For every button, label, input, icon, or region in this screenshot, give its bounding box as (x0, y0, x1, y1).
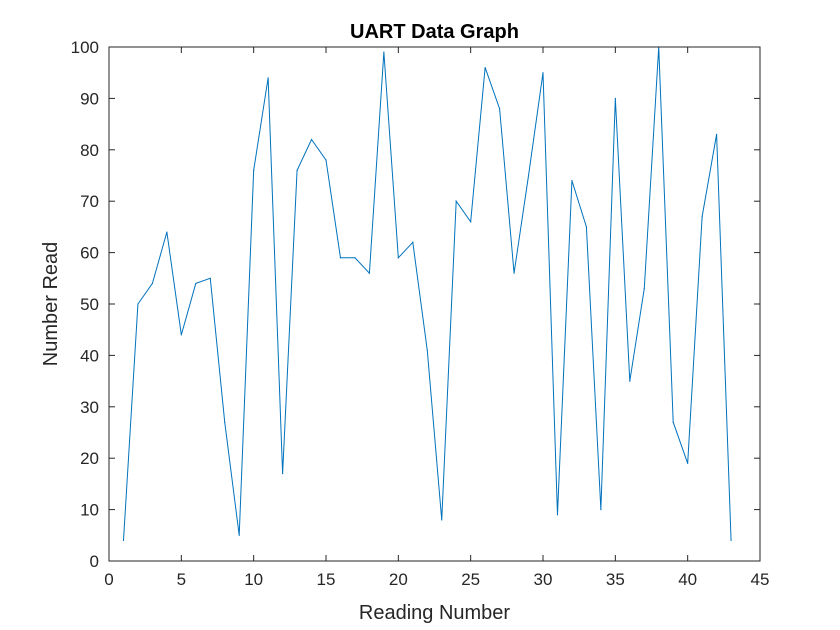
data-point (151, 282, 153, 285)
y-tick-label: 30 (80, 398, 99, 417)
plot-area (109, 47, 760, 561)
data-point (643, 287, 645, 290)
data-point (672, 421, 674, 423)
data-point (499, 108, 501, 110)
data-point (397, 257, 399, 259)
x-axis-title: Reading Number (359, 602, 511, 624)
data-point (412, 241, 414, 243)
data-point (195, 282, 197, 285)
series-layer (122, 46, 732, 542)
data-point (282, 473, 284, 475)
y-tick-label: 10 (80, 501, 99, 520)
data-point (209, 277, 211, 279)
y-tick-label: 60 (80, 244, 99, 263)
data-point (296, 169, 298, 171)
x-tick-label: 15 (317, 570, 336, 589)
data-point (484, 66, 486, 69)
x-tick-label: 0 (104, 570, 113, 589)
data-point (716, 133, 718, 135)
x-tick-label: 45 (751, 570, 770, 589)
data-point (470, 221, 472, 223)
data-point (368, 272, 370, 274)
x-tick-label: 35 (606, 570, 625, 589)
y-tick-label: 20 (80, 449, 99, 468)
data-point (180, 334, 182, 336)
x-tick-label: 40 (678, 570, 697, 589)
data-point (253, 169, 255, 171)
data-point (224, 421, 226, 423)
data-point (701, 216, 703, 218)
y-tick-label: 100 (71, 38, 99, 57)
data-point (122, 539, 125, 542)
data-point (137, 303, 139, 305)
y-tick-label: 80 (80, 141, 99, 160)
x-tick-label: 20 (389, 570, 408, 589)
data-point (687, 462, 689, 464)
data-point (310, 138, 313, 141)
x-tick-label: 25 (461, 570, 480, 589)
x-tick-label: 30 (534, 570, 553, 589)
y-tick-label: 40 (80, 346, 99, 365)
y-axis-title: Number Read (40, 242, 62, 367)
data-point (267, 77, 269, 79)
data-point (166, 231, 168, 233)
y-tick-label: 50 (80, 295, 99, 314)
data-point (585, 226, 588, 228)
data-point (629, 380, 631, 382)
ticks-layer: 0 5 10 15 20 25 30 35 40 45 0 10 20 30 40 50 60 70 80 90 100 (71, 38, 770, 589)
data-point (513, 272, 515, 274)
data-point (455, 200, 457, 202)
data-point (238, 534, 240, 536)
x-tick-label: 10 (244, 570, 263, 589)
data-point (556, 514, 559, 516)
y-tick-label: 90 (80, 89, 99, 108)
data-point (339, 257, 342, 259)
y-tick-label: 0 (90, 552, 99, 571)
data-point (354, 257, 356, 259)
data-point (383, 51, 385, 53)
data-point (441, 519, 443, 521)
data-point (527, 174, 530, 177)
data-point (730, 539, 732, 542)
x-tick-label: 5 (177, 570, 186, 589)
data-point (325, 159, 327, 161)
data-point (571, 180, 573, 182)
data-point (614, 97, 616, 99)
chart-title: UART Data Graph (350, 21, 519, 43)
y-tick-label: 70 (80, 192, 99, 211)
data-point (600, 509, 602, 511)
data-point (426, 349, 428, 351)
data-point (542, 72, 544, 74)
